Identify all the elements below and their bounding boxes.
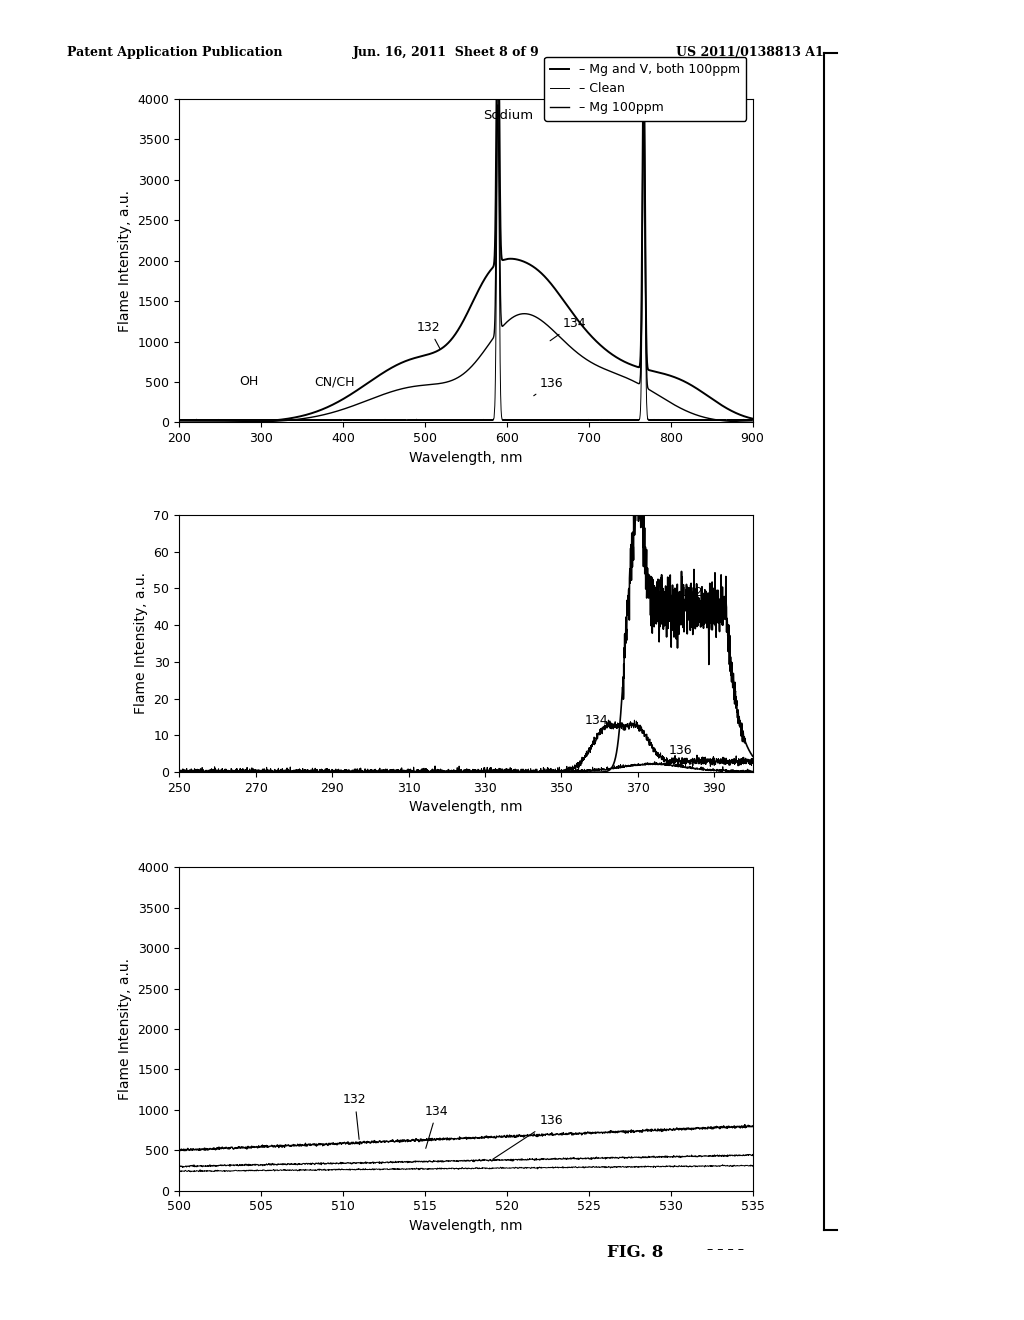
- Text: 134: 134: [585, 714, 611, 729]
- X-axis label: Wavelength, nm: Wavelength, nm: [410, 1218, 522, 1233]
- Y-axis label: Flame Intensity, a.u.: Flame Intensity, a.u.: [118, 190, 132, 331]
- Text: Patent Application Publication: Patent Application Publication: [67, 46, 282, 59]
- Text: – – – –: – – – –: [707, 1242, 743, 1255]
- Text: 136: 136: [669, 743, 692, 763]
- Text: OH: OH: [240, 375, 258, 388]
- Text: FIG. 8: FIG. 8: [606, 1243, 664, 1261]
- Text: 134: 134: [550, 317, 586, 341]
- Text: Jun. 16, 2011  Sheet 8 of 9: Jun. 16, 2011 Sheet 8 of 9: [353, 46, 540, 59]
- Y-axis label: Flame Intensity, a.u.: Flame Intensity, a.u.: [118, 958, 132, 1100]
- Text: US 2011/0138813 A1: US 2011/0138813 A1: [676, 46, 823, 59]
- X-axis label: Wavelength, nm: Wavelength, nm: [410, 450, 522, 465]
- Legend: – Mg and V, both 100ppm, – Clean, – Mg 100ppm: – Mg and V, both 100ppm, – Clean, – Mg 1…: [544, 57, 746, 120]
- Text: CN/CH: CN/CH: [314, 375, 355, 388]
- Text: Sodium: Sodium: [482, 110, 532, 123]
- Text: Potassium: Potassium: [671, 110, 738, 123]
- Text: 132: 132: [417, 321, 440, 348]
- X-axis label: Wavelength, nm: Wavelength, nm: [410, 800, 522, 814]
- Text: 136: 136: [493, 1114, 563, 1159]
- Text: 136: 136: [534, 376, 563, 396]
- Text: 134: 134: [425, 1105, 449, 1148]
- Y-axis label: Flame Intensity, a.u.: Flame Intensity, a.u.: [134, 573, 147, 714]
- Text: 132: 132: [655, 586, 703, 610]
- Text: 132: 132: [343, 1093, 367, 1139]
